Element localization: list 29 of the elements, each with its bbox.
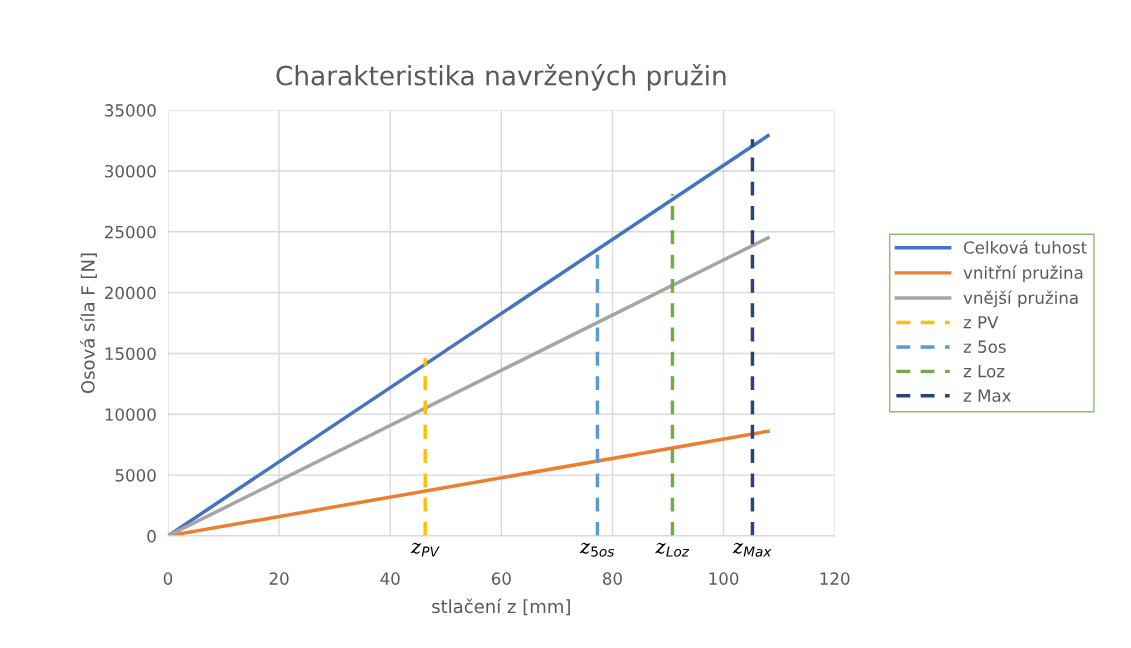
y-tick-label: 15000 xyxy=(105,347,156,361)
legend-label: z 5os xyxy=(963,340,1006,353)
legend-label: vnitřní pružina xyxy=(963,265,1083,283)
y-axis-title: Osová síla F [N] xyxy=(80,253,97,394)
x-tick-label: 120 xyxy=(820,572,850,585)
annotation: z$_{PV}$ xyxy=(410,542,440,557)
legend-label: vnější pružina xyxy=(963,290,1078,308)
x-tick-label: 0 xyxy=(163,572,173,585)
x-tick-label: 80 xyxy=(602,572,622,585)
legend-label: Celková tuhost xyxy=(963,240,1087,254)
y-tick-label: 35000 xyxy=(105,104,156,117)
x-tick-label: 100 xyxy=(709,572,739,585)
x-tick-label: 20 xyxy=(269,572,289,585)
legend-label: z PV xyxy=(963,316,999,329)
chart-title: Charakteristika navržených pružin xyxy=(276,64,726,91)
x-axis-title: stlačení z [mm] xyxy=(432,598,570,616)
y-tick-label: 25000 xyxy=(105,225,156,239)
legend-label: z Loz xyxy=(963,365,1005,378)
y-tick-label: 30000 xyxy=(105,164,156,178)
y-tick-label: 0 xyxy=(147,529,156,543)
x-tick-label: 40 xyxy=(380,572,400,585)
annotation: z$_{Max}$ xyxy=(732,542,772,557)
x-tick-label: 60 xyxy=(491,572,511,585)
y-tick-label: 5000 xyxy=(115,469,156,482)
legend-label: z Max xyxy=(963,389,1011,402)
y-tick-label: 10000 xyxy=(105,408,156,421)
annotation: z$_{5os}$ xyxy=(579,542,615,557)
y-tick-label: 20000 xyxy=(105,286,156,300)
annotation: z$_{Loz}$ xyxy=(655,542,690,557)
